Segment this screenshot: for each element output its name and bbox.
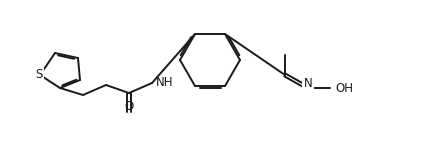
Text: S: S — [35, 68, 43, 81]
Text: N: N — [303, 77, 312, 90]
Text: O: O — [124, 100, 134, 113]
Text: OH: OH — [335, 81, 353, 94]
Text: NH: NH — [156, 76, 173, 90]
